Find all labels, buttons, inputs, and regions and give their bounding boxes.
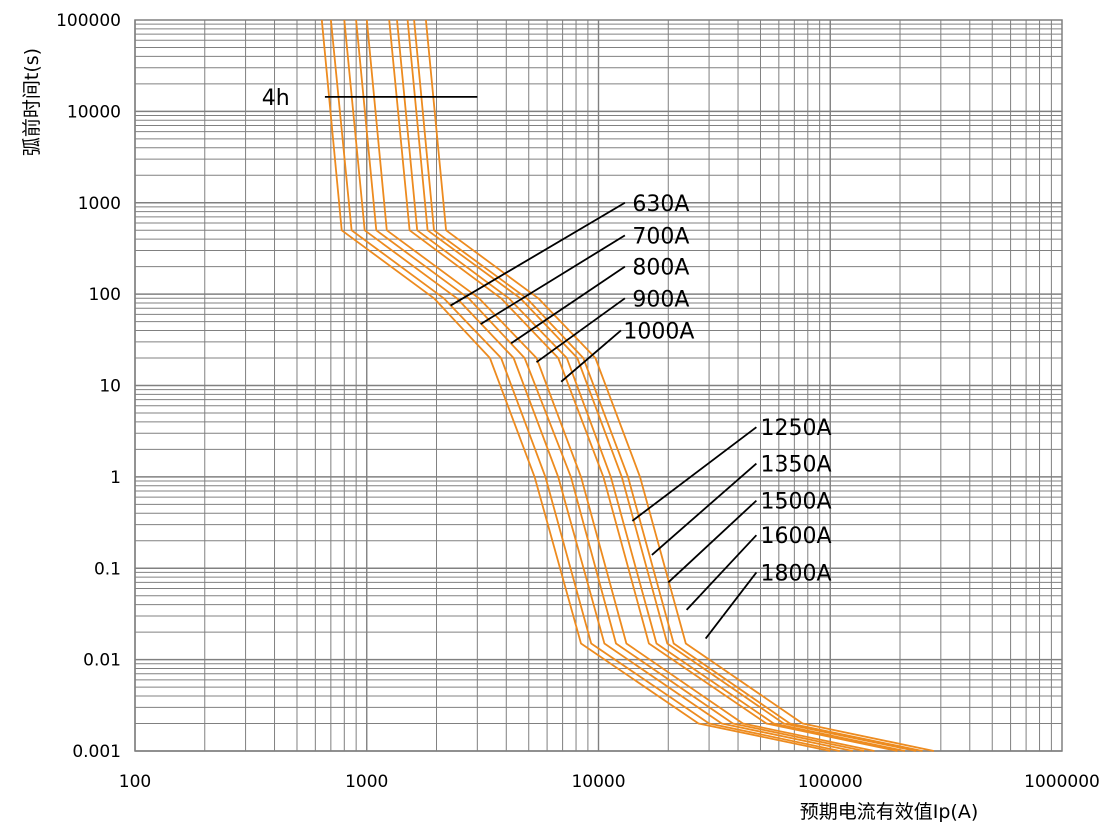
series-line-1500A <box>406 19 917 752</box>
tick-labels: 100 1000 10000 100000 1000000 0.001 0.01 0.1 1 10… <box>56 11 1100 792</box>
annotation-leader <box>631 426 757 522</box>
annotation-leader <box>480 234 626 325</box>
x-tick-label: 10000 <box>571 772 625 792</box>
annotation-label: 1500A <box>760 490 831 515</box>
x-axis-label: 预期电流有效值Ip(A) <box>800 801 979 823</box>
y-tick-label: 0.1 <box>94 559 121 579</box>
annotations: 4h 630A 700A 800A 900A 1000A 1250A 1350A 1500A 16… <box>262 86 832 640</box>
annotation-leader <box>685 534 758 611</box>
series-line-1600A <box>413 19 923 752</box>
annotation-leader <box>704 571 758 640</box>
annotation-label: 630A <box>632 192 689 217</box>
series-line-900A <box>355 19 865 752</box>
annotation-label: 1350A <box>760 453 831 478</box>
series-line-630A <box>320 19 831 752</box>
annotation-label: 4h <box>262 86 290 111</box>
y-tick-label: 10 <box>99 377 121 397</box>
y-axis-label: 弧前时间t(s) <box>21 48 43 156</box>
annotation-label: 1000A <box>623 319 694 344</box>
series-lines <box>320 19 935 752</box>
series-line-1350A <box>396 19 906 752</box>
series-line-800A <box>343 19 853 752</box>
grid <box>134 19 1063 752</box>
annotation-label: 700A <box>632 224 689 249</box>
series-line-1800A <box>425 19 935 752</box>
x-tick-label: 1000000 <box>1024 772 1100 792</box>
y-tick-label: 0.001 <box>72 742 121 762</box>
annotation-leader <box>450 201 626 307</box>
annotation-label: 900A <box>632 287 689 312</box>
y-tick-label: 10000 <box>67 102 121 122</box>
y-tick-label: 0.01 <box>83 651 121 671</box>
x-tick-label: 100000 <box>798 772 863 792</box>
x-tick-label: 100 <box>119 772 151 792</box>
series-line-700A <box>330 19 840 752</box>
annotation-label: 1600A <box>760 524 831 549</box>
y-tick-label: 100000 <box>56 11 121 31</box>
annotation-label: 1800A <box>760 561 831 586</box>
series-line-1250A <box>388 19 898 752</box>
annotation-leader <box>667 499 757 584</box>
annotation-leader <box>651 462 757 556</box>
annotation-leader <box>535 297 626 363</box>
annotation-label: 800A <box>632 256 689 281</box>
annotation-label: 1250A <box>760 416 831 441</box>
y-tick-label: 1000 <box>78 194 121 214</box>
annotation-leader <box>510 265 626 344</box>
y-tick-label: 1 <box>110 468 121 488</box>
y-tick-label: 100 <box>89 285 121 305</box>
x-tick-label: 1000 <box>345 772 388 792</box>
annotation-leader <box>560 329 622 383</box>
series-line-1000A <box>365 19 875 752</box>
